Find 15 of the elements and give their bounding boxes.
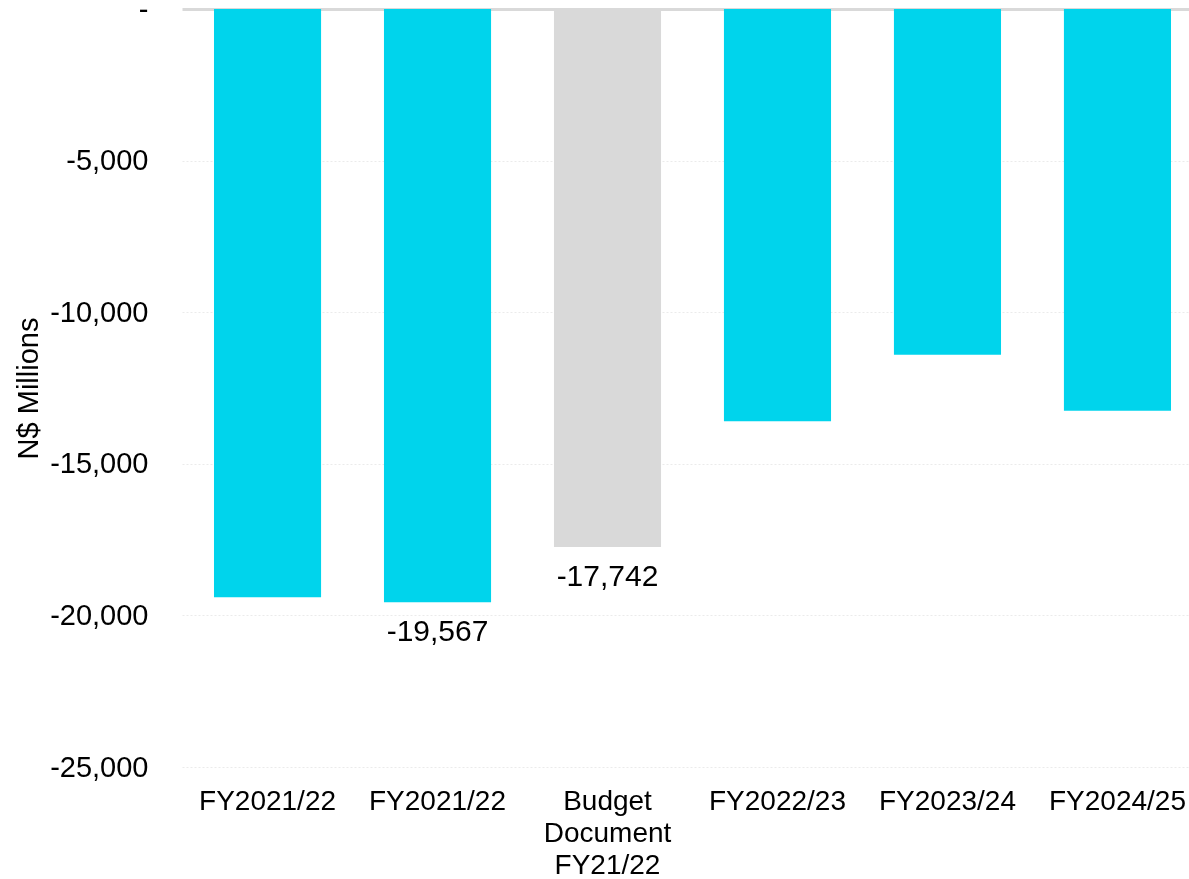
x-tick-label: FY2023/24 (878, 784, 1016, 816)
data-label: -19,567 (386, 614, 489, 648)
y-tick-label: -20,000 (50, 598, 149, 631)
y-tick-label: -5,000 (66, 144, 149, 177)
x-tick-label: FY2021/22 (369, 784, 507, 816)
x-tick-label: Budget Document FY21/22 (543, 784, 672, 879)
y-tick-label: -25,000 (50, 750, 149, 783)
y-tick-label: -10,000 (50, 295, 149, 328)
x-tick-label: FY2022/23 (708, 784, 846, 816)
data-label: -17,742 (556, 558, 659, 592)
y-tick-label: - (138, 0, 149, 25)
y-tick-label: -15,000 (50, 447, 149, 480)
x-tick-label: FY2024/25 (1048, 784, 1186, 816)
x-tick-label: FY2021/22 (199, 784, 337, 816)
y-axis-title: N$ Millions (12, 317, 45, 460)
